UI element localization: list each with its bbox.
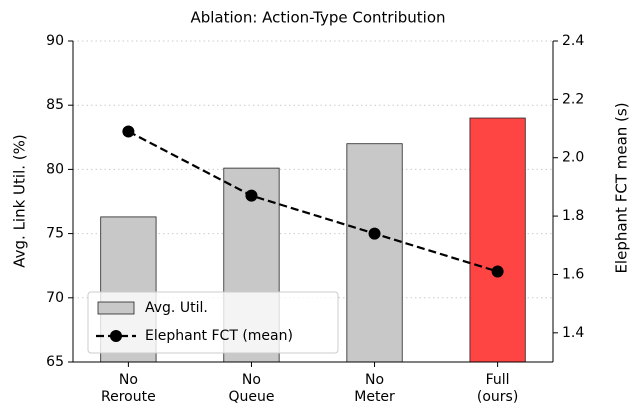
marker [368, 227, 381, 240]
legend-box [87, 291, 339, 354]
y2-tick-label: 2.0 [562, 150, 584, 166]
y-tick-label: 80 [46, 161, 64, 177]
marker [122, 125, 135, 138]
legend: Avg. Util. Elephant FCT (mean) [87, 291, 339, 354]
y2-tick-label: 1.4 [562, 325, 584, 341]
marker [491, 265, 504, 278]
x-tick-label: No Reroute [101, 372, 156, 405]
x-tick-label: No Queue [228, 372, 275, 405]
marker [245, 189, 258, 202]
y2-tick-label: 2.4 [562, 33, 584, 49]
y2-tick-label: 2.2 [562, 91, 584, 107]
y-tick-label: 90 [46, 33, 64, 49]
legend-label: Elephant FCT (mean) [145, 328, 293, 344]
bar [346, 143, 403, 363]
line [127, 130, 498, 273]
bar [469, 117, 526, 363]
x-tick-label: Full (ours) [476, 372, 519, 405]
y-tick-label: 85 [46, 97, 64, 113]
y2-axis-label: Elephant FCT mean (s) [613, 102, 631, 273]
legend-swatch [97, 301, 135, 315]
legend-marker [110, 330, 122, 342]
chart-title: Ablation: Action-Type Contribution [190, 9, 445, 27]
y-tick-label: 70 [46, 290, 64, 306]
x-tick-label: No Meter [354, 372, 395, 405]
legend-label: Avg. Util. [145, 300, 208, 316]
y-tick-label: 75 [46, 226, 64, 242]
y-tick-label: 65 [46, 354, 64, 370]
y2-tick-label: 1.8 [562, 208, 584, 224]
y2-tick-label: 1.6 [562, 266, 584, 282]
y-axis-label: Avg. Link Util. (%) [11, 134, 29, 268]
